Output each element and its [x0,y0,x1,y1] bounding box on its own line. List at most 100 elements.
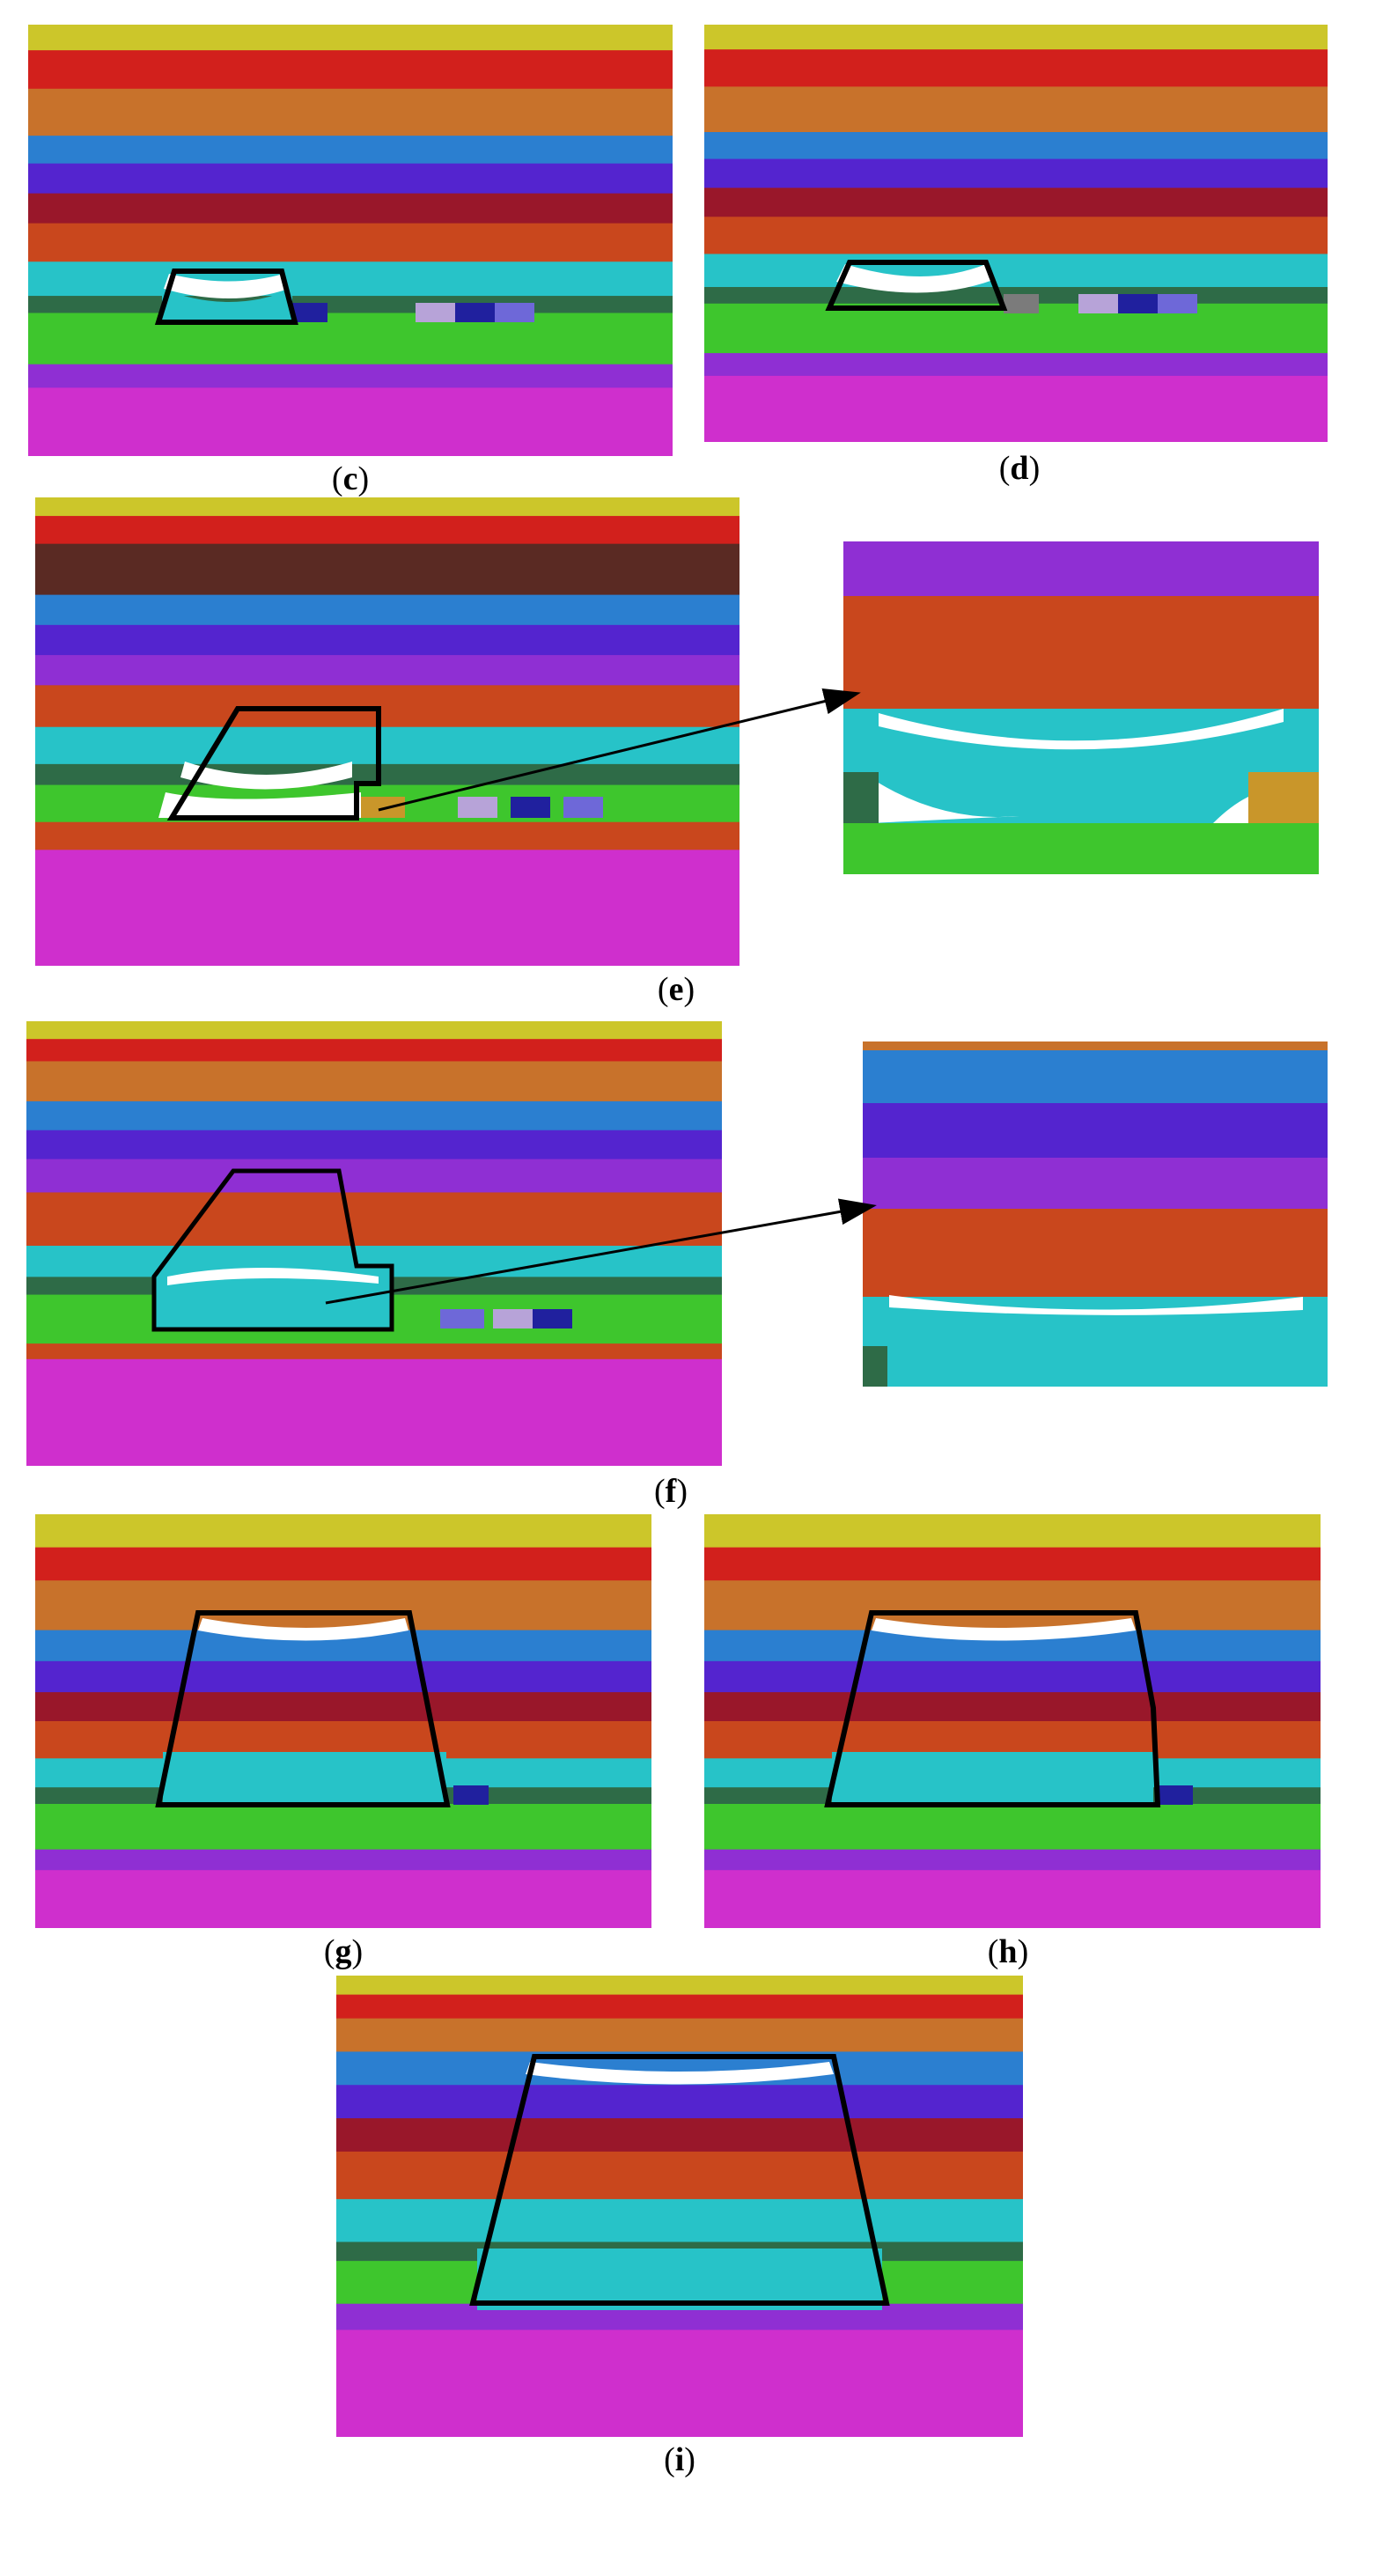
panel-c [28,25,673,456]
panel-f-zoom [863,1041,1328,1387]
panel-f [26,1021,722,1466]
panel-h-strata [704,1514,1321,1928]
panel-e-strata [35,497,739,966]
stratum-blue [704,132,1328,160]
goaf-cyan [154,1277,392,1329]
stratum-indigo [35,1660,651,1693]
panel-f-strata [26,1021,722,1466]
caving-outline [154,269,298,325]
stratum-orange [28,88,673,136]
stratum-cyan [28,261,673,297]
coal-block [416,303,455,322]
stratum-rust [26,1343,722,1360]
stratum-magenta [704,375,1328,442]
stratum-rust [35,685,739,728]
caving-outline [469,2054,890,2306]
stratum-magenta [336,2329,1023,2437]
stratum-rust [704,217,1328,254]
coal-block [1158,294,1197,313]
stratum-orange [336,2018,1023,2052]
stratum-darkgreen [28,296,673,313]
panel-c-svg [28,25,673,456]
stratum-yellow [704,1514,1321,1549]
stratum-magenta [704,1870,1321,1928]
stratum-magenta [35,850,739,966]
coal-block [533,1309,572,1328]
stratum-indigo [26,1130,722,1160]
stratum-rust [35,821,739,850]
stratum-violet [26,1159,722,1193]
stratum-magenta [28,387,673,456]
panel-c-strata [28,25,673,456]
panel-f-svg [26,1021,722,1466]
stratum-violet [704,353,1328,377]
panel-h-svg [704,1514,1321,1928]
panel-g-svg [35,1514,651,1928]
stratum-brown [35,543,739,596]
zoom-gap [889,1295,1303,1315]
coal-block [453,1785,489,1805]
panel-i-svg [336,1976,1023,2437]
stratum-maroon [704,188,1328,217]
stratum-red [26,1039,722,1062]
zoom-layer-rust [843,596,1319,709]
stratum-rust [26,1192,722,1247]
caption-f: (f) [654,1473,688,1510]
stratum-yellow [35,1514,651,1549]
panel-e-svg [35,497,739,966]
stratum-violet [28,364,673,388]
stratum-maroon [336,2118,1023,2153]
panel-e-zoom-svg [843,541,1319,874]
stratum-indigo [336,2085,1023,2119]
goaf-void [162,289,292,322]
coal-block [455,303,495,322]
coal-block [458,797,497,818]
stratum-darkgreen [35,763,739,786]
stratum-cyan [35,726,739,765]
zoom-layer-blue [863,1050,1328,1103]
stratum-yellow [704,25,1328,50]
goaf-cyan [477,2248,882,2310]
coal-block [1004,294,1039,313]
zoom-coal-right [1248,772,1319,823]
stratum-magenta [26,1358,722,1466]
stratum-magenta [35,1870,651,1928]
zoom-layer-rust [863,1209,1328,1297]
stratum-blue [35,594,739,626]
stratum-rust [336,2151,1023,2200]
panel-g-strata [35,1514,651,1928]
goaf-cyan [163,1752,446,1803]
panel-g [35,1514,651,1928]
zoom-gap-right [1213,797,1248,823]
stratum-blue [26,1100,722,1131]
coal-block [292,303,327,322]
coal-block [440,1309,484,1328]
stratum-orange [704,1580,1321,1631]
coal-block [1118,294,1158,313]
stratum-cyan [704,254,1328,288]
goaf-cyan [832,1752,1153,1803]
panel-c-coal-blocks [292,303,534,322]
panel-d [704,25,1328,442]
stratum-orange [26,1061,722,1102]
coal-block [511,797,550,818]
caption-c: (c) [331,460,370,497]
caption-d: (d) [998,450,1041,487]
zoom-gap-lower [870,777,1019,823]
caving-outline [155,1610,451,1807]
panel-i-strata [336,1976,1023,2437]
stratum-yellow [35,497,739,517]
stratum-indigo [704,1660,1321,1693]
stratum-blue [28,136,673,165]
stratum-yellow [26,1021,722,1040]
goaf-gap [198,1618,408,1641]
stratum-violet [35,655,739,686]
stratum-orange [704,86,1328,133]
stratum-violet [35,1849,651,1871]
zoom-gap-upper [879,709,1284,750]
stratum-violet [704,1849,1321,1871]
stratum-cyan [26,1246,722,1277]
stratum-indigo [704,158,1328,188]
stratum-green [704,1804,1321,1851]
goaf-gap [164,274,289,298]
